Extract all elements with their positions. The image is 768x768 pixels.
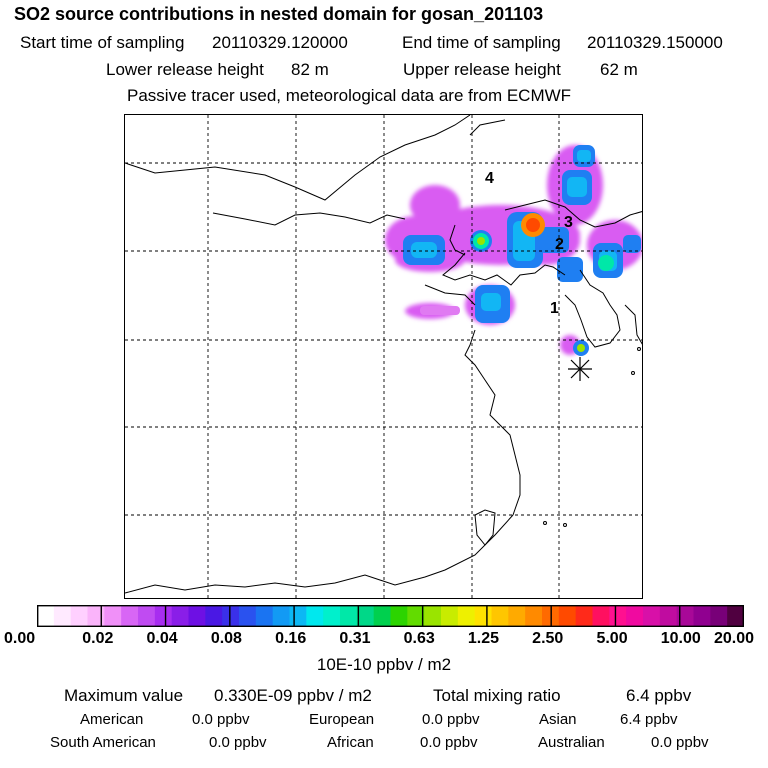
colorbar-swatch	[693, 605, 711, 627]
colorbar-swatch	[424, 605, 442, 627]
colorbar-swatch	[53, 605, 72, 627]
colorbar-tick-label: 0.63	[403, 630, 435, 647]
colorbar-swatch	[474, 605, 492, 627]
total-mixing-label: Total mixing ratio	[433, 686, 561, 705]
colorbar-swatch	[626, 605, 644, 627]
colorbar-swatch	[525, 605, 543, 627]
colorbar-swatch	[171, 605, 189, 627]
region-european-label: European	[309, 711, 375, 728]
plume-hotspots	[470, 213, 614, 356]
colorbar	[37, 605, 744, 627]
region-australian-value: 0.0 ppbv	[651, 734, 709, 751]
colorbar-swatch	[70, 605, 88, 627]
end-time-label: End time of sampling	[402, 33, 561, 52]
colorbar-swatch	[508, 605, 526, 627]
colorbar-swatch	[592, 605, 610, 627]
colorbar-swatch	[205, 605, 223, 627]
colorbar-swatch	[104, 605, 122, 627]
colorbar-tick-label: 0.00	[4, 630, 36, 647]
colorbar-frame	[37, 605, 744, 627]
lower-release-value: 82 m	[291, 60, 329, 79]
colorbar-swatch	[676, 605, 694, 627]
colorbar-swatch	[356, 605, 375, 627]
colorbar-swatch	[558, 605, 577, 627]
colorbar-swatch	[37, 605, 55, 627]
region-asian-label: Asian	[539, 711, 577, 728]
colorbar-swatch	[222, 605, 240, 627]
plume-inner	[403, 145, 641, 323]
region-european-value: 0.0 ppbv	[422, 711, 480, 728]
colorbar-tick-label: 10.00	[660, 630, 701, 647]
colorbar-swatch	[491, 605, 509, 627]
colorbar-swatch	[340, 605, 358, 627]
map-label-3: 3	[564, 214, 573, 231]
colorbar-swatch	[659, 605, 678, 627]
colorbar-tick-label: 20.00	[714, 630, 755, 647]
upper-release-label: Upper release height	[403, 60, 561, 79]
max-value-label: Maximum value	[64, 686, 184, 705]
colorbar-swatch	[457, 605, 476, 627]
colorbar-swatch	[643, 605, 661, 627]
colorbar-units: 10E-10 ppbv / m2	[316, 655, 452, 674]
colorbar-swatch	[272, 605, 290, 627]
colorbar-swatch	[121, 605, 139, 627]
colorbar-swatch	[188, 605, 206, 627]
colorbar-tick-label: 0.04	[146, 630, 178, 647]
map-canvas: 1 2 3 4	[125, 115, 642, 598]
colorbar-swatch	[239, 605, 257, 627]
colorbar-tick-label: 5.00	[596, 630, 628, 647]
colorbar-swatch	[373, 605, 391, 627]
colorbar-swatch	[255, 605, 274, 627]
colorbar-tick-label: 0.08	[210, 630, 242, 647]
colorbar-tick-label: 0.16	[275, 630, 307, 647]
colorbar-tick-label: 1.25	[467, 630, 500, 647]
map-label-4: 4	[485, 170, 494, 187]
map-panel: 1 2 3 4	[124, 114, 643, 599]
colorbar-swatch	[441, 605, 459, 627]
region-american-label: American	[80, 711, 144, 728]
start-time-value: 20110329.120000	[212, 33, 348, 52]
colorbar-swatch	[289, 605, 307, 627]
chart-title: SO2 source contributions in nested domai…	[14, 4, 544, 24]
colorbar-swatch	[609, 605, 627, 627]
colorbar-swatch	[87, 605, 105, 627]
region-south-american-value: 0.0 ppbv	[209, 734, 267, 751]
region-american-value: 0.0 ppbv	[192, 711, 250, 728]
end-time-value: 20110329.150000	[587, 33, 723, 52]
region-african-label: African	[327, 734, 374, 751]
colorbar-swatch	[575, 605, 593, 627]
upper-release-value: 62 m	[600, 60, 638, 79]
colorbar-swatch	[306, 605, 324, 627]
colorbar-tick-label: 0.02	[82, 630, 114, 647]
tracer-note: Passive tracer used, meteorological data…	[127, 86, 572, 105]
lower-release-label: Lower release height	[106, 60, 264, 79]
colorbar-swatch	[710, 605, 728, 627]
start-time-label: Start time of sampling	[20, 33, 185, 52]
colorbar-swatch	[727, 605, 744, 627]
colorbar-swatch	[138, 605, 156, 627]
colorbar-tick-label: 0.31	[339, 630, 371, 647]
map-label-1: 1	[550, 300, 559, 317]
map-label-2: 2	[555, 236, 564, 253]
colorbar-swatch	[323, 605, 341, 627]
region-african-value: 0.0 ppbv	[420, 734, 478, 751]
colorbar-swatch	[154, 605, 173, 627]
colorbar-swatch	[407, 605, 425, 627]
region-australian-label: Australian	[538, 734, 605, 751]
receptor-star-icon	[568, 357, 592, 381]
total-mixing-value: 6.4 ppbv	[626, 686, 692, 705]
coastlines	[125, 115, 642, 594]
max-value: 0.330E-09 ppbv / m2	[214, 686, 372, 705]
region-asian-value: 6.4 ppbv	[620, 711, 678, 728]
colorbar-swatch	[390, 605, 408, 627]
map-grid	[125, 115, 642, 598]
colorbar-tick-label: 2.50	[532, 630, 564, 647]
region-south-american-label: South American	[50, 734, 156, 751]
